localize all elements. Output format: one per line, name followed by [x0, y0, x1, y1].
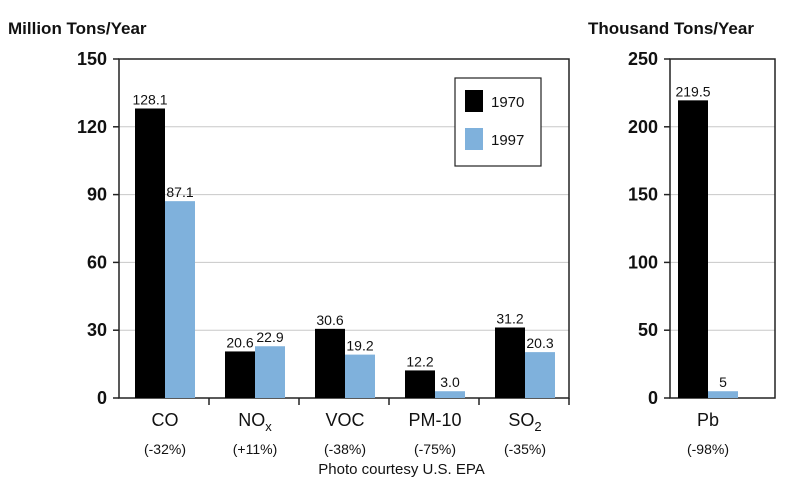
- bar-1970-voc: [315, 328, 345, 398]
- data-label: 19.2: [346, 338, 373, 354]
- percent-change-label: (-38%): [324, 441, 366, 457]
- x-category-label: SO2: [508, 410, 541, 434]
- data-label: 20.6: [226, 334, 253, 350]
- data-label: 31.2: [496, 310, 523, 326]
- percent-change-label: (+11%): [233, 441, 277, 457]
- bar-1970-so: [495, 327, 525, 398]
- emissions-chart: Million Tons/Year 0 30 60 90 120 150 128.1 87.1 C…: [8, 19, 776, 457]
- main-panel: Million Tons/Year 0 30 60 90 120 150 128.1 87.1 C…: [8, 19, 570, 457]
- data-label: 219.5: [675, 83, 710, 99]
- x-category-label: NOx: [238, 410, 272, 434]
- bar-1997-so: [525, 352, 555, 398]
- legend-label: 1997: [491, 132, 524, 149]
- legend: 1970 1997: [454, 77, 542, 167]
- percent-change-label: (-32%): [144, 441, 186, 457]
- bar-1997-no: [255, 346, 285, 398]
- data-label: 22.9: [256, 329, 283, 345]
- data-label: 12.2: [406, 353, 433, 369]
- bar-1997-voc: [345, 354, 375, 398]
- photo-credit: Photo courtesy U.S. EPA: [318, 461, 485, 478]
- x-category-label: VOC: [325, 410, 364, 430]
- legend-swatch: [465, 128, 483, 150]
- y-tick-label: 150: [77, 49, 107, 69]
- y-tick-label: 100: [628, 252, 658, 272]
- data-label: 87.1: [166, 184, 193, 200]
- percent-change-label: (-35%): [504, 441, 546, 457]
- bar-1970-co: [135, 108, 165, 398]
- y-tick-label: 200: [628, 117, 658, 137]
- lead-unit-label: Thousand Tons/Year: [588, 19, 754, 38]
- data-label: 5: [719, 374, 727, 390]
- bar-1997-pm-10: [435, 391, 465, 398]
- y-tick-label: 60: [87, 252, 107, 272]
- y-tick-label: 0: [648, 388, 658, 408]
- bar-1997-pb: [708, 391, 738, 398]
- data-label: 128.1: [132, 91, 167, 107]
- percent-change-label: (-75%): [414, 441, 456, 457]
- legend-swatch: [465, 90, 483, 112]
- x-category-label: CO: [152, 410, 179, 430]
- main-unit-label: Million Tons/Year: [8, 19, 147, 38]
- data-label: 30.6: [316, 312, 343, 328]
- y-tick-label: 250: [628, 49, 658, 69]
- data-label: 20.3: [526, 335, 553, 351]
- bar-1997-co: [165, 201, 195, 398]
- bar-1970-no: [225, 351, 255, 398]
- y-tick-label: 90: [87, 185, 107, 205]
- x-category-label: Pb: [697, 410, 719, 430]
- percent-change-label: (-98%): [687, 441, 729, 457]
- y-tick-label: 0: [97, 388, 107, 408]
- y-tick-label: 120: [77, 117, 107, 137]
- x-category-label: PM-10: [408, 410, 461, 430]
- lead-panel: Thousand Tons/Year 0 50 100 150 200 250 219.5 5 P…: [588, 19, 776, 457]
- y-tick-label: 30: [87, 320, 107, 340]
- bar-1970-pm-10: [405, 370, 435, 398]
- bar-1970-pb: [678, 100, 708, 398]
- legend-label: 1970: [491, 94, 524, 111]
- y-tick-label: 150: [628, 185, 658, 205]
- y-tick-label: 50: [638, 320, 658, 340]
- data-label: 3.0: [440, 374, 460, 390]
